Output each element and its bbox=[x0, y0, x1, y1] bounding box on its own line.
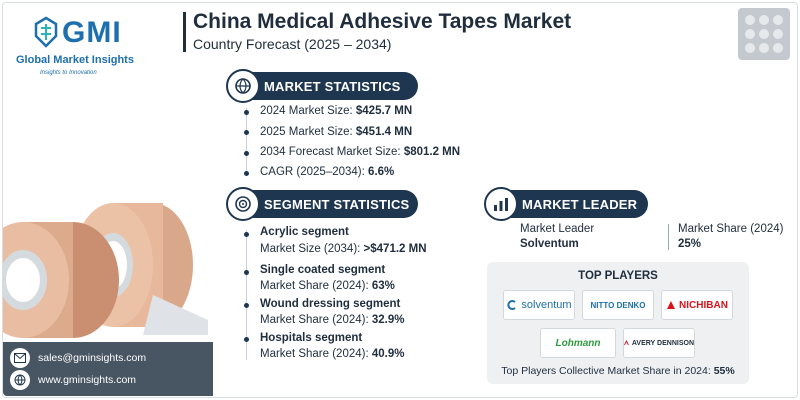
segment-hospitals-title: Hospitals segment bbox=[260, 332, 363, 344]
segment-acrylic-value: Market Size (2034): >$471.2 MN bbox=[260, 243, 427, 255]
top-players-title: TOP PLAYERS bbox=[578, 270, 658, 282]
stat-value: $451.4 MN bbox=[355, 126, 413, 138]
stat-label: 2034 Forecast Market Size: bbox=[260, 146, 404, 158]
segment-acrylic-title: Acrylic segment bbox=[260, 226, 349, 238]
stat-label: 2024 Market Size: bbox=[260, 105, 356, 117]
segment-single-coated-value: Market Share (2024): 63% bbox=[260, 280, 395, 292]
market-leader-title: MARKET LEADER bbox=[522, 196, 638, 212]
contact-background bbox=[3, 342, 213, 396]
title-accent-bar bbox=[183, 12, 186, 52]
nichiban-mark-icon bbox=[667, 301, 676, 309]
stat-2034-forecast: 2034 Forecast Market Size: $801.2 MN bbox=[260, 146, 460, 158]
stat-label: CAGR (2025–2034): bbox=[260, 166, 369, 178]
segment-label: Market Share (2024): bbox=[260, 348, 372, 360]
logo-tagline: Insights to Innovation bbox=[40, 70, 97, 76]
solventum-mark-icon bbox=[507, 300, 517, 310]
top-players-panel: TOP PLAYERS solventum NITTO DENKO NICHIB… bbox=[487, 262, 749, 384]
stat-2024-market-size: 2024 Market Size: $425.7 MN bbox=[260, 105, 412, 117]
segment-bullet bbox=[244, 303, 249, 308]
segment-value: 40.9% bbox=[371, 348, 405, 360]
globe-chart-icon bbox=[226, 69, 260, 103]
contact-email[interactable]: sales@gminsights.com bbox=[10, 348, 146, 368]
stat-bullet bbox=[244, 110, 249, 115]
gmi-logo: GMI Global Market Insights Insights to I… bbox=[10, 10, 180, 80]
contact-website-text: www.gminsights.com bbox=[38, 374, 137, 386]
stat-cagr: CAGR (2025–2034): 6.6% bbox=[260, 166, 394, 178]
stat-value: $425.7 MN bbox=[355, 105, 413, 117]
segment-label: Market Share (2024): bbox=[260, 280, 372, 292]
market-statistics-header: MARKET STATISTICS bbox=[226, 69, 418, 103]
segment-statistics-header: SEGMENT STATISTICS bbox=[226, 187, 418, 221]
page-title: China Medical Adhesive Tapes Market bbox=[193, 10, 572, 33]
market-share-label: Market Share (2024) bbox=[678, 223, 784, 235]
segment-single-coated-title: Single coated segment bbox=[260, 264, 386, 276]
solventum-logo: solventum bbox=[503, 290, 575, 320]
avery-dennison-logo-text: AVERY DENNISON bbox=[631, 339, 694, 347]
segment-bullet bbox=[244, 270, 249, 275]
segments-connector bbox=[246, 230, 247, 360]
top-players-share-value: 55% bbox=[713, 365, 735, 377]
segment-statistics-title: SEGMENT STATISTICS bbox=[264, 196, 410, 212]
mail-icon bbox=[10, 348, 30, 368]
stats-connector bbox=[246, 108, 247, 176]
stat-value: 6.6% bbox=[368, 166, 395, 178]
globe-icon bbox=[10, 370, 30, 390]
top-players-share: Top Players Collective Market Share in 2… bbox=[487, 365, 749, 377]
segment-bullet bbox=[244, 337, 249, 342]
stat-bullet bbox=[244, 171, 249, 176]
target-icon bbox=[226, 187, 260, 221]
leader-chart-icon bbox=[484, 187, 518, 221]
segment-wound-dressing-value: Market Share (2024): 32.9% bbox=[260, 314, 404, 326]
stat-bullet bbox=[244, 130, 249, 135]
market-leader-header: MARKET LEADER bbox=[484, 187, 648, 221]
segment-value: >$471.2 MN bbox=[363, 243, 427, 255]
contact-website[interactable]: www.gminsights.com bbox=[10, 370, 136, 390]
market-share-value: 25% bbox=[678, 238, 702, 250]
segment-label: Market Size (2034): bbox=[260, 243, 364, 255]
segment-value: 63% bbox=[371, 280, 395, 292]
nitto-denko-logo-text: NITTO DENKO bbox=[590, 300, 646, 310]
lohmann-logo: Lohmann bbox=[540, 328, 616, 358]
page-subtitle: Country Forecast (2025 – 2034) bbox=[193, 36, 392, 52]
leader-divider bbox=[668, 224, 669, 250]
avery-dennison-mark-icon bbox=[624, 339, 629, 346]
nichiban-logo: NICHIBAN bbox=[661, 290, 733, 320]
lohmann-logo-text: Lohmann bbox=[555, 337, 601, 349]
segment-hospitals-value: Market Share (2024): 40.9% bbox=[260, 348, 404, 360]
solventum-logo-text: solventum bbox=[521, 299, 572, 311]
stat-bullet bbox=[244, 151, 249, 156]
logo-short: GMI bbox=[62, 16, 122, 49]
logo-name: Global Market Insights bbox=[16, 54, 134, 66]
top-players-share-label: Top Players Collective Market Share in 2… bbox=[501, 365, 714, 377]
contact-email-text: sales@gminsights.com bbox=[38, 352, 147, 364]
avery-dennison-logo: AVERY DENNISON bbox=[623, 328, 695, 358]
stat-label: 2025 Market Size: bbox=[260, 126, 356, 138]
segment-label: Market Share (2024): bbox=[260, 314, 372, 326]
segment-wound-dressing-title: Wound dressing segment bbox=[260, 298, 401, 310]
stat-value: $801.2 MN bbox=[403, 146, 461, 158]
segment-value: 32.9% bbox=[371, 314, 405, 326]
corner-pattern-icon bbox=[745, 15, 783, 53]
gmi-logo-mark-icon bbox=[34, 16, 58, 48]
corner-decoration bbox=[738, 8, 790, 60]
nitto-denko-logo: NITTO DENKO bbox=[582, 290, 654, 320]
nichiban-logo-text: NICHIBAN bbox=[679, 299, 728, 311]
stat-2025-market-size: 2025 Market Size: $451.4 MN bbox=[260, 126, 412, 138]
market-leader-value: Solventum bbox=[520, 238, 579, 250]
segment-bullet bbox=[244, 232, 249, 237]
market-statistics-title: MARKET STATISTICS bbox=[264, 78, 401, 94]
adhesive-tape-rolls-icon bbox=[0, 203, 208, 338]
tape-illustration bbox=[0, 185, 213, 342]
market-leader-label: Market Leader bbox=[520, 223, 595, 235]
